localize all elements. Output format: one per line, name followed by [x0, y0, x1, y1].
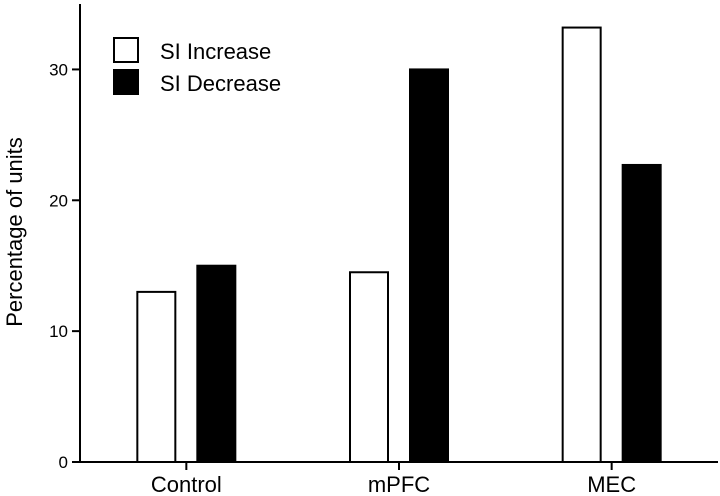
legend: SI Increase SI Decrease [113, 37, 281, 96]
x-tick-label: mPFC [368, 472, 430, 496]
y-tick-label: 0 [59, 453, 68, 472]
bar-si-decrease-control [196, 264, 237, 464]
legend-label: SI Increase [160, 39, 271, 64]
y-tick-label: 20 [49, 191, 68, 210]
bar-si-increase-control [136, 290, 177, 463]
bar-si-increase-mpfc [349, 271, 389, 463]
legend-swatch [113, 69, 139, 95]
bar-si-decrease-mec [621, 163, 662, 463]
bar-si-decrease-mpfc [409, 68, 449, 464]
y-tick-label: 30 [49, 60, 68, 79]
y-tick-label: 10 [49, 322, 68, 341]
x-tick-label: MEC [587, 472, 636, 496]
bar-si-increase-mec [561, 26, 602, 463]
axes-group: 0 10 20 30 Control mPFC MEC [49, 4, 718, 496]
y-axis-label: Percentage of units [2, 137, 27, 327]
x-tick-label: Control [151, 472, 222, 496]
legend-label: SI Decrease [160, 71, 281, 96]
legend-swatch [113, 37, 139, 63]
bars-group [136, 26, 662, 464]
